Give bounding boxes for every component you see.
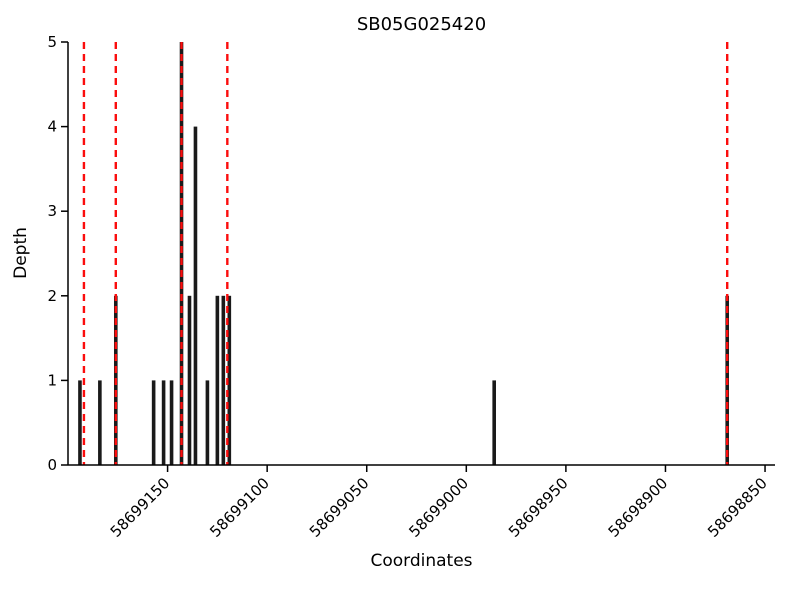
chart-title: SB05G025420 bbox=[356, 14, 487, 35]
depth-bar bbox=[215, 295, 220, 465]
depth-bar bbox=[78, 380, 82, 465]
depth-bar bbox=[98, 380, 102, 465]
y-tick-label: 4 bbox=[47, 118, 57, 136]
y-tick-label: 3 bbox=[47, 202, 57, 220]
depth-bar bbox=[227, 295, 232, 465]
y-tick-label: 5 bbox=[47, 33, 57, 51]
x-tick-label: 58699000 bbox=[405, 474, 472, 541]
x-tick-label: 58698850 bbox=[704, 474, 771, 541]
depth-bar bbox=[151, 380, 156, 465]
depth-bar bbox=[492, 380, 496, 465]
y-tick-label: 2 bbox=[47, 287, 57, 305]
depth-bar bbox=[205, 380, 210, 465]
x-tick-label: 58698900 bbox=[605, 474, 672, 541]
depth-bar bbox=[179, 42, 184, 465]
x-tick-label: 58699050 bbox=[306, 474, 373, 541]
depth-bar bbox=[193, 126, 198, 465]
y-tick-label: 0 bbox=[47, 456, 57, 474]
x-tick-label: 58699150 bbox=[107, 474, 174, 541]
x-tick-label: 58698950 bbox=[505, 474, 572, 541]
depth-bar bbox=[221, 295, 226, 465]
depth-bar bbox=[187, 295, 192, 465]
x-tick-label: 58699100 bbox=[206, 474, 273, 541]
depth-bar bbox=[161, 380, 166, 465]
y-tick-label: 1 bbox=[47, 371, 57, 389]
x-axis-label: Coordinates bbox=[370, 551, 473, 571]
depth-bar bbox=[169, 380, 174, 465]
